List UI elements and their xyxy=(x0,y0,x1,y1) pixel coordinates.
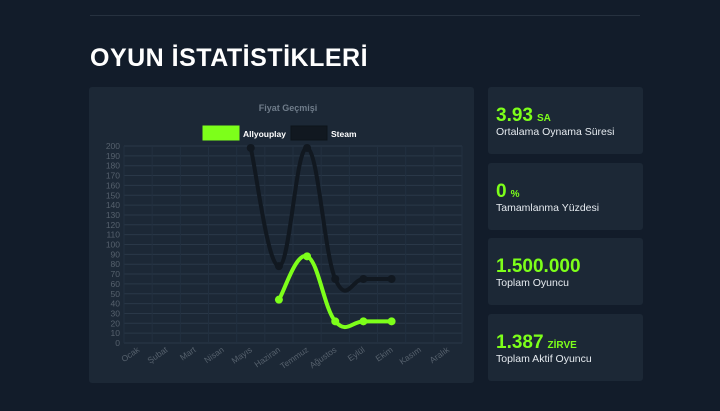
series-point-0 xyxy=(331,317,340,326)
series-point-0 xyxy=(387,317,396,326)
stat-label: Toplam Aktif Oyuncu xyxy=(496,353,592,365)
series-point-1 xyxy=(274,262,283,271)
stat-value: 1.500.000 xyxy=(496,256,585,278)
series-point-0 xyxy=(359,317,368,326)
stat-unit: ZİRVE xyxy=(547,340,577,351)
chart-title: Fiyat Geçmişi xyxy=(259,103,318,113)
y-tick-label: 170 xyxy=(106,171,120,181)
stat-card-playtime: 3.93 SA Ortalama Oynama Süresi xyxy=(488,87,643,154)
stat-number: 3.93 xyxy=(496,105,533,126)
y-tick-label: 30 xyxy=(111,308,121,318)
y-tick-label: 160 xyxy=(106,180,120,190)
series-point-0 xyxy=(303,252,312,261)
x-tick-label: Nisan xyxy=(202,344,226,365)
x-tick-label: Şubat xyxy=(145,344,169,365)
x-tick-label: Mayıs xyxy=(230,344,254,365)
y-tick-label: 180 xyxy=(106,161,120,171)
stat-unit: % xyxy=(510,189,520,200)
stat-card-total-players: 1.500.000 Toplam Oyuncu xyxy=(488,238,643,305)
stat-number: 0 xyxy=(496,181,507,202)
series-point-1 xyxy=(246,143,255,152)
y-tick-label: 20 xyxy=(111,318,121,328)
y-tick-label: 60 xyxy=(111,279,121,289)
y-tick-label: 50 xyxy=(111,289,121,299)
stat-number: 1.500.000 xyxy=(496,256,581,277)
series-point-1 xyxy=(303,143,312,152)
y-tick-label: 100 xyxy=(106,240,120,250)
stat-number: 1.387 xyxy=(496,332,544,353)
series-line-0 xyxy=(276,254,394,330)
series-point-1 xyxy=(387,274,396,283)
price-history-svg: Fiyat Geçmişi Allyouplay Steam 010203040506… xyxy=(106,103,463,371)
y-tick-label: 110 xyxy=(106,230,120,240)
x-tick-label: Mart xyxy=(178,344,198,362)
legend-swatch-1 xyxy=(290,125,328,141)
price-history-chart: Fiyat Geçmişi Allyouplay Steam 0 10 20 30 40 50 6… xyxy=(89,87,474,383)
y-tick-label: 120 xyxy=(106,220,120,230)
stat-value: 0% xyxy=(496,181,519,203)
x-tick-label: Temmuz xyxy=(278,344,310,371)
y-tick-label: 90 xyxy=(111,249,121,259)
y-tick-label: 140 xyxy=(106,200,120,210)
y-tick-label: 80 xyxy=(111,259,121,269)
y-tick-label: 0 xyxy=(115,338,120,348)
stat-card-completion: 0% Tamamlanma Yüzdesi xyxy=(488,163,643,230)
top-divider xyxy=(90,15,640,16)
y-tick-label: 10 xyxy=(111,328,121,338)
legend-label-0: Allyouplay xyxy=(243,129,286,139)
legend-swatch-0 xyxy=(202,125,240,141)
y-tick-label: 190 xyxy=(106,151,120,161)
x-tick-label: Ekim xyxy=(374,344,395,363)
x-tick-label: Eylül xyxy=(346,344,367,363)
stat-card-active-players: 1.387 ZİRVE Toplam Aktif Oyuncu xyxy=(488,314,643,381)
stat-value: 3.93 SA xyxy=(496,105,551,127)
x-tick-label: Kasım xyxy=(397,344,422,366)
y-tick-label: 150 xyxy=(106,190,120,200)
stat-value: 1.387 ZİRVE xyxy=(496,332,577,354)
y-tick-label: 130 xyxy=(106,210,120,220)
y-tick-label: 70 xyxy=(111,269,121,279)
x-tick-label: Haziran xyxy=(252,344,282,369)
y-tick-label: 200 xyxy=(106,141,120,151)
stat-label: Toplam Oyuncu xyxy=(496,277,569,289)
x-tick-label: Ağustos xyxy=(307,344,338,370)
series-point-1 xyxy=(331,274,340,283)
stat-label: Ortalama Oynama Süresi xyxy=(496,126,615,138)
stat-unit: SA xyxy=(536,113,551,124)
x-tick-label: Ocak xyxy=(119,344,142,364)
series-point-0 xyxy=(274,295,283,304)
series-point-1 xyxy=(359,274,368,283)
section-title: OYUN İSTATİSTİKLERİ xyxy=(90,44,369,72)
x-tick-label: Aralık xyxy=(428,344,452,365)
stat-label: Tamamlanma Yüzdesi xyxy=(496,202,600,214)
y-tick-label: 40 xyxy=(111,299,121,309)
legend-label-1: Steam xyxy=(331,129,357,139)
